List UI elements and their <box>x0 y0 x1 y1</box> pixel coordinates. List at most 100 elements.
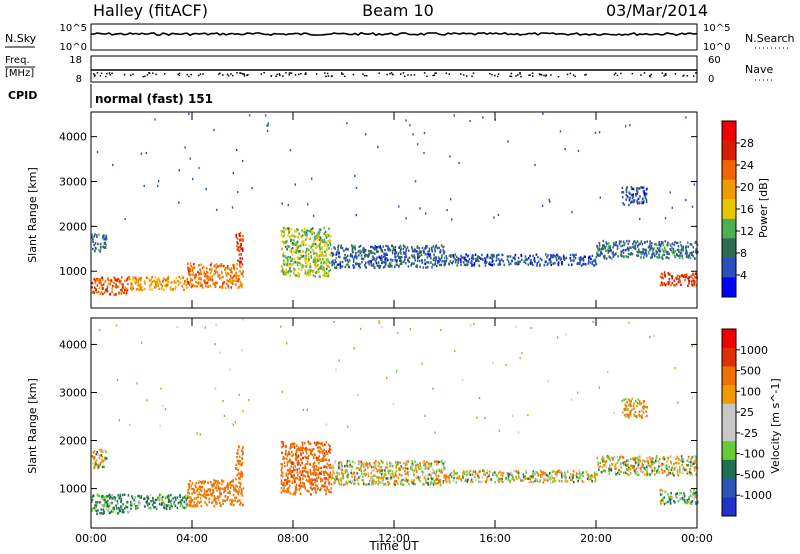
power-cell <box>600 248 603 251</box>
velocity-cell <box>674 367 676 370</box>
power-cell <box>104 288 107 291</box>
velocity-cell <box>680 455 683 458</box>
power-cell <box>103 291 106 294</box>
power-cell <box>503 263 506 266</box>
power-cell <box>381 256 383 260</box>
velocity-cell <box>674 461 677 465</box>
velocity-cell <box>222 499 224 502</box>
velocity-cell <box>375 467 378 470</box>
velocity-cell <box>498 471 500 475</box>
velocity-cell <box>295 476 297 480</box>
velocity-cell <box>338 464 340 467</box>
nsky-panel <box>90 23 698 51</box>
power-cell <box>233 274 236 277</box>
velocity-cell <box>367 474 370 478</box>
power-cell <box>377 145 379 148</box>
velocity-cell <box>384 469 386 472</box>
velocity-cell <box>285 451 287 454</box>
power-cell <box>308 244 311 248</box>
velocity-cell <box>236 451 238 455</box>
power-cell <box>639 217 641 220</box>
velocity-cell <box>191 482 194 485</box>
velocity-cell <box>411 478 413 482</box>
velocity-cell <box>631 408 633 411</box>
power-cell <box>456 264 459 267</box>
velocity-cell <box>281 441 284 445</box>
power-cell <box>400 247 402 250</box>
power-cell <box>433 253 435 256</box>
velocity-cell <box>138 500 140 503</box>
velocity-cell <box>327 489 330 492</box>
velocity-cell <box>373 469 375 472</box>
velocity-cell <box>194 491 196 494</box>
power-cell <box>205 267 208 270</box>
power-cell <box>197 282 200 286</box>
velocity-cell <box>680 459 683 462</box>
power-cell <box>290 242 293 245</box>
nave-dot <box>146 74 149 76</box>
velocity-cell <box>630 464 632 467</box>
velocity-cell <box>203 488 206 491</box>
power-cell <box>620 252 622 255</box>
power-cell <box>427 261 430 264</box>
velocity-cell <box>316 446 319 449</box>
velocity-cell <box>393 482 395 485</box>
velocity-cell <box>522 479 524 482</box>
velocity-cell <box>639 460 642 463</box>
velocity-cell <box>116 499 119 503</box>
power-cell <box>204 282 207 285</box>
power-cell <box>532 263 534 267</box>
velocity-cell <box>326 485 328 489</box>
power-cell <box>551 255 553 258</box>
nave-dot <box>471 75 473 77</box>
power-cell <box>509 255 512 258</box>
power-cell <box>290 250 293 253</box>
velocity-cell <box>407 473 410 477</box>
power-cell <box>98 286 101 290</box>
power-cell <box>627 196 629 199</box>
velocity-cell <box>368 462 371 465</box>
power-cell <box>437 256 440 259</box>
velocity-cell <box>99 462 102 465</box>
velocity-cell <box>604 470 606 473</box>
velocity-cell <box>295 450 298 453</box>
velocity-cell <box>218 495 221 498</box>
velocity-cell <box>197 500 199 503</box>
power-cell <box>291 238 293 242</box>
power-cell <box>327 244 329 247</box>
velocity-cell <box>235 484 237 487</box>
velocity-cell <box>136 382 138 385</box>
nave-dot <box>683 74 685 76</box>
velocity-cell <box>620 470 622 473</box>
power-cell <box>220 285 222 288</box>
velocity-cell <box>147 502 149 505</box>
power-cell <box>359 244 362 248</box>
power-cell <box>691 205 694 208</box>
velocity-cell <box>666 460 668 463</box>
velocity-cell <box>589 477 592 480</box>
velocity-cell <box>323 477 326 480</box>
nave-dot <box>327 75 330 77</box>
velocity-cell <box>410 480 413 483</box>
power-cell <box>113 281 115 284</box>
velocity-cell <box>654 473 656 476</box>
power-cell <box>296 247 298 250</box>
power-cell <box>399 262 402 266</box>
velocity-cell <box>137 494 139 498</box>
power-cell <box>616 247 619 250</box>
velocity-cell <box>461 379 464 382</box>
power-cell <box>352 246 355 249</box>
power-cell <box>322 240 324 243</box>
power-cell <box>320 264 323 268</box>
power-cell <box>409 124 411 127</box>
power-cell <box>546 256 548 259</box>
power-cell <box>336 263 339 266</box>
power-cell <box>426 266 429 269</box>
velocity-cell <box>397 476 400 480</box>
power-cell <box>424 259 426 262</box>
power-cell <box>656 247 659 250</box>
velocity-cell <box>334 460 337 463</box>
velocity-cell <box>346 459 349 463</box>
velocity-cell <box>432 387 434 390</box>
power-cell <box>644 195 647 199</box>
